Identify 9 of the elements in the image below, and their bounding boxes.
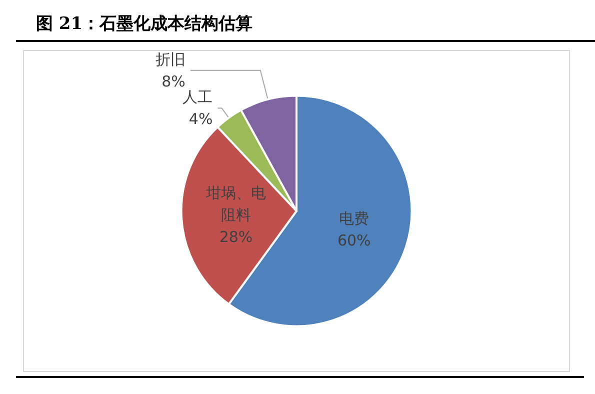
data-label: 8% xyxy=(162,72,186,90)
slice-label: 坩埚、电阻料 xyxy=(205,184,266,224)
slice-label: 电费 xyxy=(339,210,370,228)
data-label: 28% xyxy=(219,228,253,246)
slice-label: 人工 xyxy=(182,88,213,106)
chart-title: 图 21：石墨化成本结构估算 xyxy=(16,8,595,42)
data-label: 60% xyxy=(337,232,371,250)
slice-label: 折旧 xyxy=(155,50,186,68)
data-label: 4% xyxy=(188,110,213,128)
